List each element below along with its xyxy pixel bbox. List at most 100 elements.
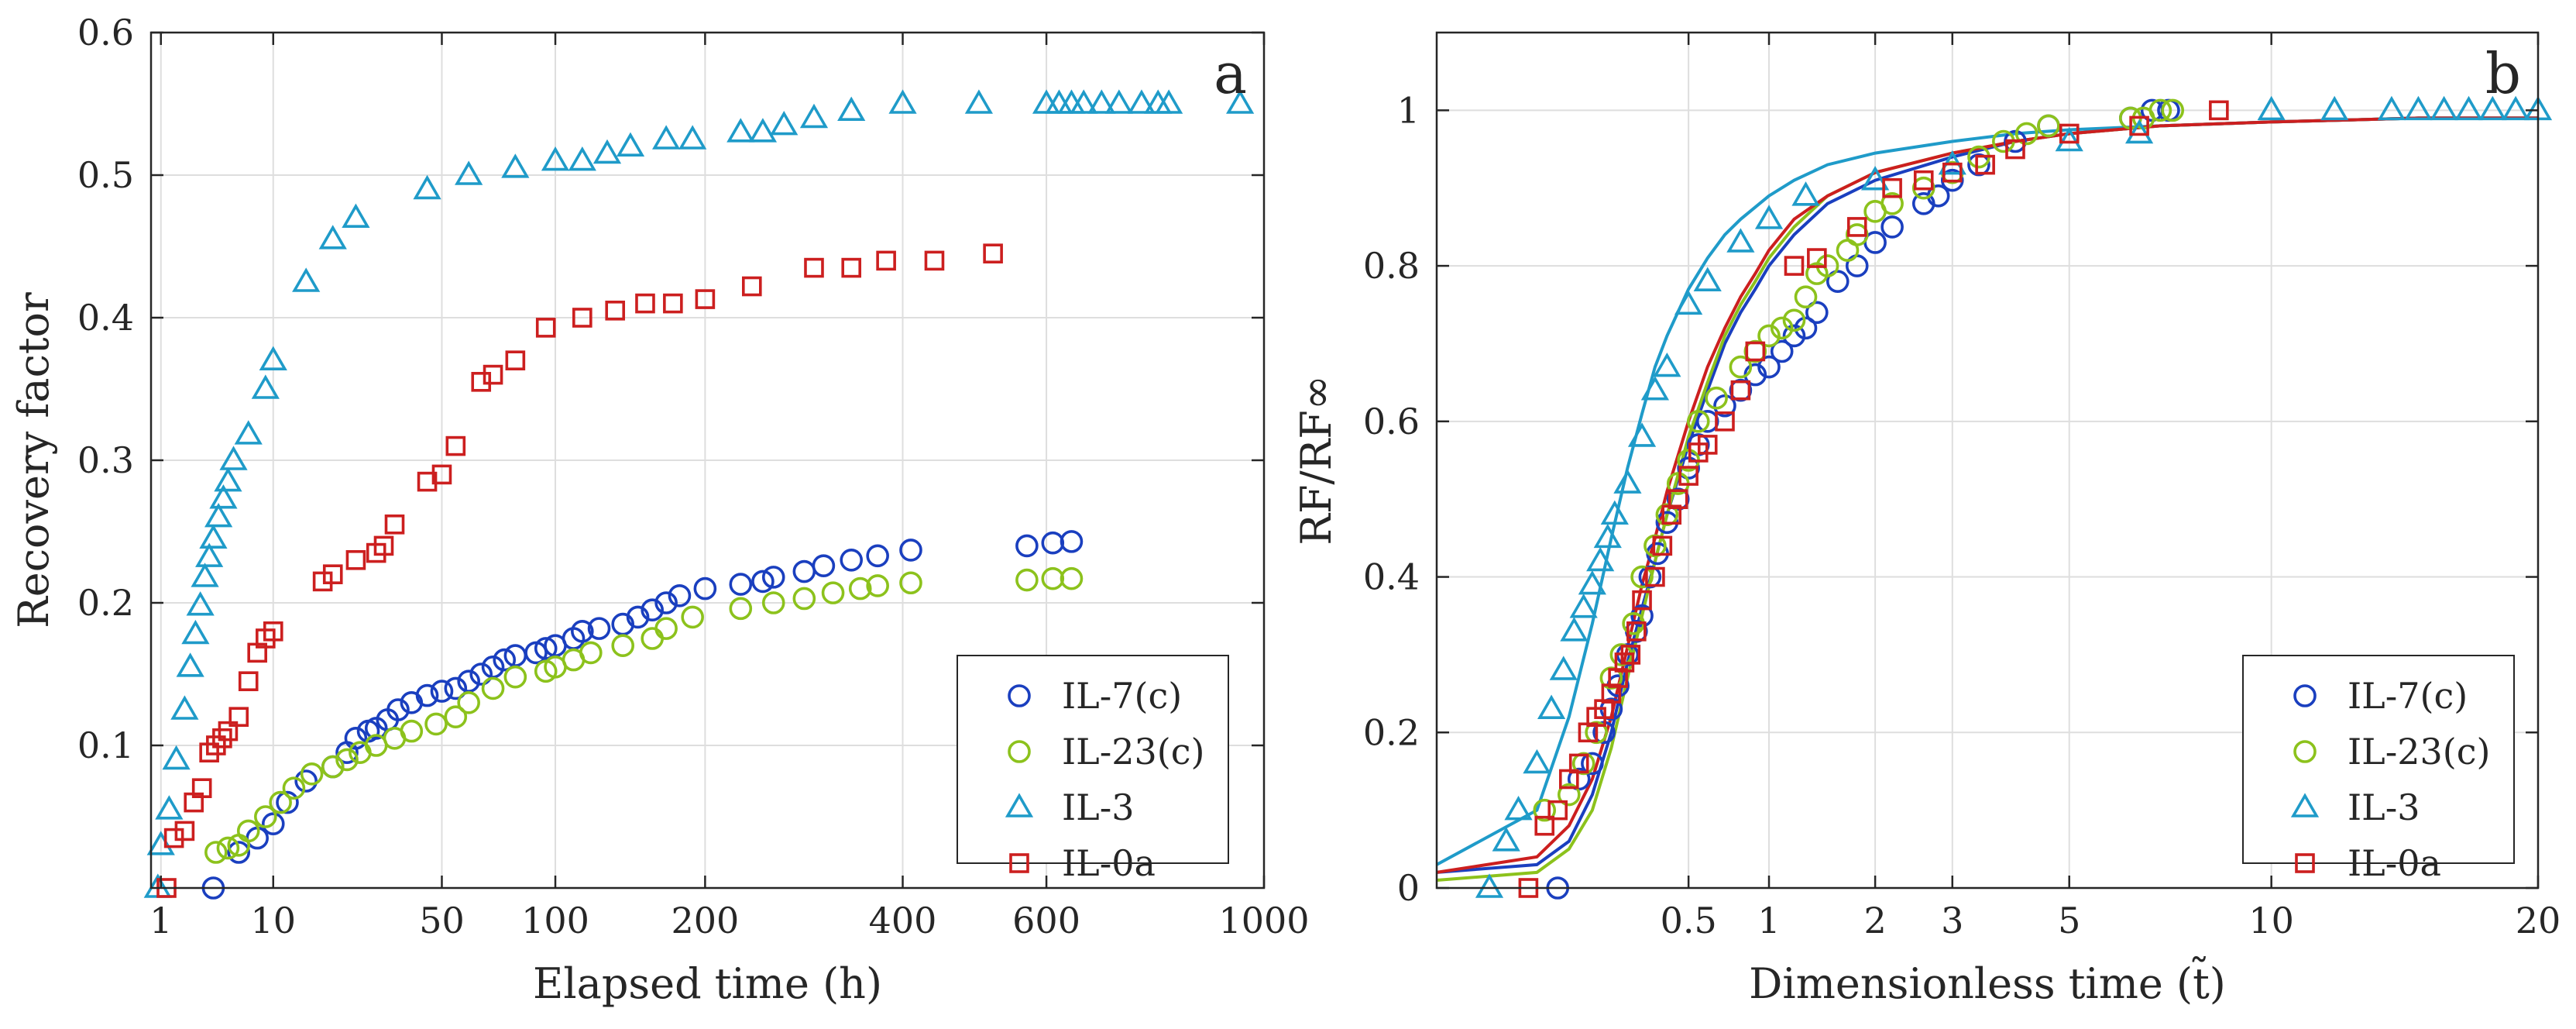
y-tick-label: 0.2 bbox=[77, 582, 134, 624]
data-point-il-0a bbox=[1697, 435, 1718, 455]
data-point-il-3 bbox=[2454, 95, 2483, 121]
data-point-il-0a bbox=[1678, 466, 1698, 486]
data-point-il-3 bbox=[176, 652, 204, 677]
data-point-il-3 bbox=[1492, 827, 1520, 852]
data-point-il-0a bbox=[1882, 177, 1902, 198]
data-point-il-7-c bbox=[1940, 168, 1964, 192]
panel-a-ticks: 1 10 50 100 200 400 600 1000 0.1 0.2 0.3 0.4 0.5 0.6 bbox=[77, 12, 1310, 941]
data-point-il-23-c bbox=[611, 634, 635, 658]
data-point-il-3 bbox=[2404, 95, 2433, 121]
data-point-il-7-c bbox=[729, 573, 753, 596]
data-point-il-3 bbox=[1504, 796, 1533, 821]
data-point-il-3 bbox=[155, 795, 184, 820]
y-tick-label: 0.8 bbox=[1363, 245, 1420, 287]
data-point-il-3 bbox=[770, 110, 799, 136]
data-point-il-3 bbox=[964, 89, 994, 114]
data-point-il-7-c bbox=[444, 676, 468, 700]
data-point-il-3 bbox=[234, 420, 263, 445]
data-point-il-3 bbox=[1600, 500, 1629, 525]
x-tick-label: 1000 bbox=[1218, 900, 1309, 941]
data-point-il-0a bbox=[163, 828, 184, 848]
data-point-il-23-c bbox=[335, 748, 359, 772]
data-point-il-0a bbox=[1620, 645, 1641, 665]
panel-b-plot-area bbox=[1436, 95, 2553, 900]
data-point-il-7-c bbox=[534, 637, 558, 660]
x-tick-label: 100 bbox=[521, 900, 589, 941]
legend-marker-il-7-c bbox=[1008, 684, 1031, 707]
series-il-0a bbox=[1518, 100, 2229, 898]
x-tick-label: 20 bbox=[2516, 900, 2561, 941]
data-point-il-0a bbox=[1846, 217, 1867, 237]
data-point-il-23-c bbox=[2037, 114, 2060, 138]
data-point-il-3 bbox=[1578, 570, 1606, 595]
panel-a-x-axis-label: Elapsed time (h) bbox=[533, 959, 882, 1008]
data-point-il-0a bbox=[535, 318, 556, 338]
data-point-il-3 bbox=[219, 446, 248, 470]
legend-label: IL-3 bbox=[1062, 786, 1135, 828]
panel-a-legend-box bbox=[957, 655, 1229, 864]
series-il-0a bbox=[156, 243, 1003, 898]
data-point-il-7-c bbox=[415, 683, 439, 707]
data-point-il-23-c bbox=[1845, 223, 1869, 246]
y-tick-label: 0.1 bbox=[77, 724, 134, 766]
data-point-il-23-c bbox=[424, 712, 448, 736]
data-point-il-3 bbox=[1549, 656, 1578, 680]
x-tick-label: 2 bbox=[1863, 900, 1886, 941]
data-point-il-23-c bbox=[848, 576, 872, 601]
series-il-7-c bbox=[201, 530, 1084, 900]
data-point-il-3 bbox=[678, 125, 707, 150]
data-point-il-0a bbox=[572, 308, 592, 328]
data-point-il-0a bbox=[1661, 504, 1682, 525]
data-point-il-7-c bbox=[1770, 339, 1794, 363]
x-tick-label: 1 bbox=[149, 900, 172, 941]
data-point-il-7-c bbox=[276, 790, 299, 814]
data-point-il-3 bbox=[837, 96, 866, 121]
data-point-il-3 bbox=[318, 225, 347, 250]
data-point-il-3 bbox=[2377, 95, 2406, 121]
data-point-il-7-c bbox=[761, 566, 785, 589]
data-point-il-23-c bbox=[204, 841, 228, 864]
data-point-il-23-c bbox=[1686, 410, 1710, 433]
legend-marker-il-23-c bbox=[1008, 740, 1031, 763]
data-point-il-0a bbox=[1942, 162, 1963, 183]
data-point-il-23-c bbox=[1782, 308, 1806, 332]
data-point-il-0a bbox=[238, 671, 259, 692]
data-point-il-3 bbox=[2502, 95, 2530, 121]
data-point-il-3 bbox=[1693, 267, 1722, 291]
y-tick-label: 0 bbox=[1397, 867, 1420, 909]
data-point-il-23-c bbox=[300, 762, 324, 786]
data-point-il-3 bbox=[181, 619, 210, 645]
data-point-il-0a bbox=[1558, 769, 1579, 790]
data-point-il-23-c bbox=[481, 676, 505, 700]
data-point-il-23-c bbox=[1557, 783, 1581, 807]
data-point-il-0a bbox=[445, 435, 466, 456]
data-point-il-0a bbox=[635, 293, 655, 314]
data-point-il-0a bbox=[417, 471, 438, 492]
data-point-il-7-c bbox=[1805, 301, 1829, 325]
data-point-il-0a bbox=[804, 257, 824, 278]
data-point-il-3 bbox=[1586, 546, 1615, 572]
data-point-il-3 bbox=[1754, 205, 1784, 229]
data-point-il-23-c bbox=[216, 836, 240, 860]
data-point-il-0a bbox=[605, 300, 626, 321]
data-point-il-3 bbox=[2320, 95, 2349, 121]
data-point-il-3 bbox=[541, 146, 570, 171]
data-point-il-3 bbox=[1155, 89, 1183, 114]
data-point-il-23-c bbox=[1041, 566, 1065, 590]
data-point-il-23-c bbox=[1655, 503, 1679, 527]
data-point-il-23-c bbox=[1880, 191, 1904, 215]
data-point-il-23-c bbox=[457, 690, 480, 714]
panel-a-letter: a bbox=[1214, 41, 1247, 106]
x-tick-label: 10 bbox=[250, 900, 296, 941]
y-tick-label: 0.4 bbox=[77, 297, 134, 339]
data-point-il-7-c bbox=[430, 680, 454, 703]
data-point-il-3 bbox=[1569, 594, 1598, 618]
legend-marker-il-3 bbox=[2290, 793, 2320, 817]
data-point-il-3 bbox=[2055, 126, 2083, 152]
data-point-il-3 bbox=[162, 745, 191, 770]
legend-marker-il-0a bbox=[2295, 853, 2315, 873]
data-point-il-3 bbox=[1087, 89, 1116, 114]
data-point-il-7-c bbox=[693, 576, 717, 601]
data-point-il-7-c bbox=[261, 812, 285, 835]
data-point-il-0a bbox=[742, 276, 762, 297]
